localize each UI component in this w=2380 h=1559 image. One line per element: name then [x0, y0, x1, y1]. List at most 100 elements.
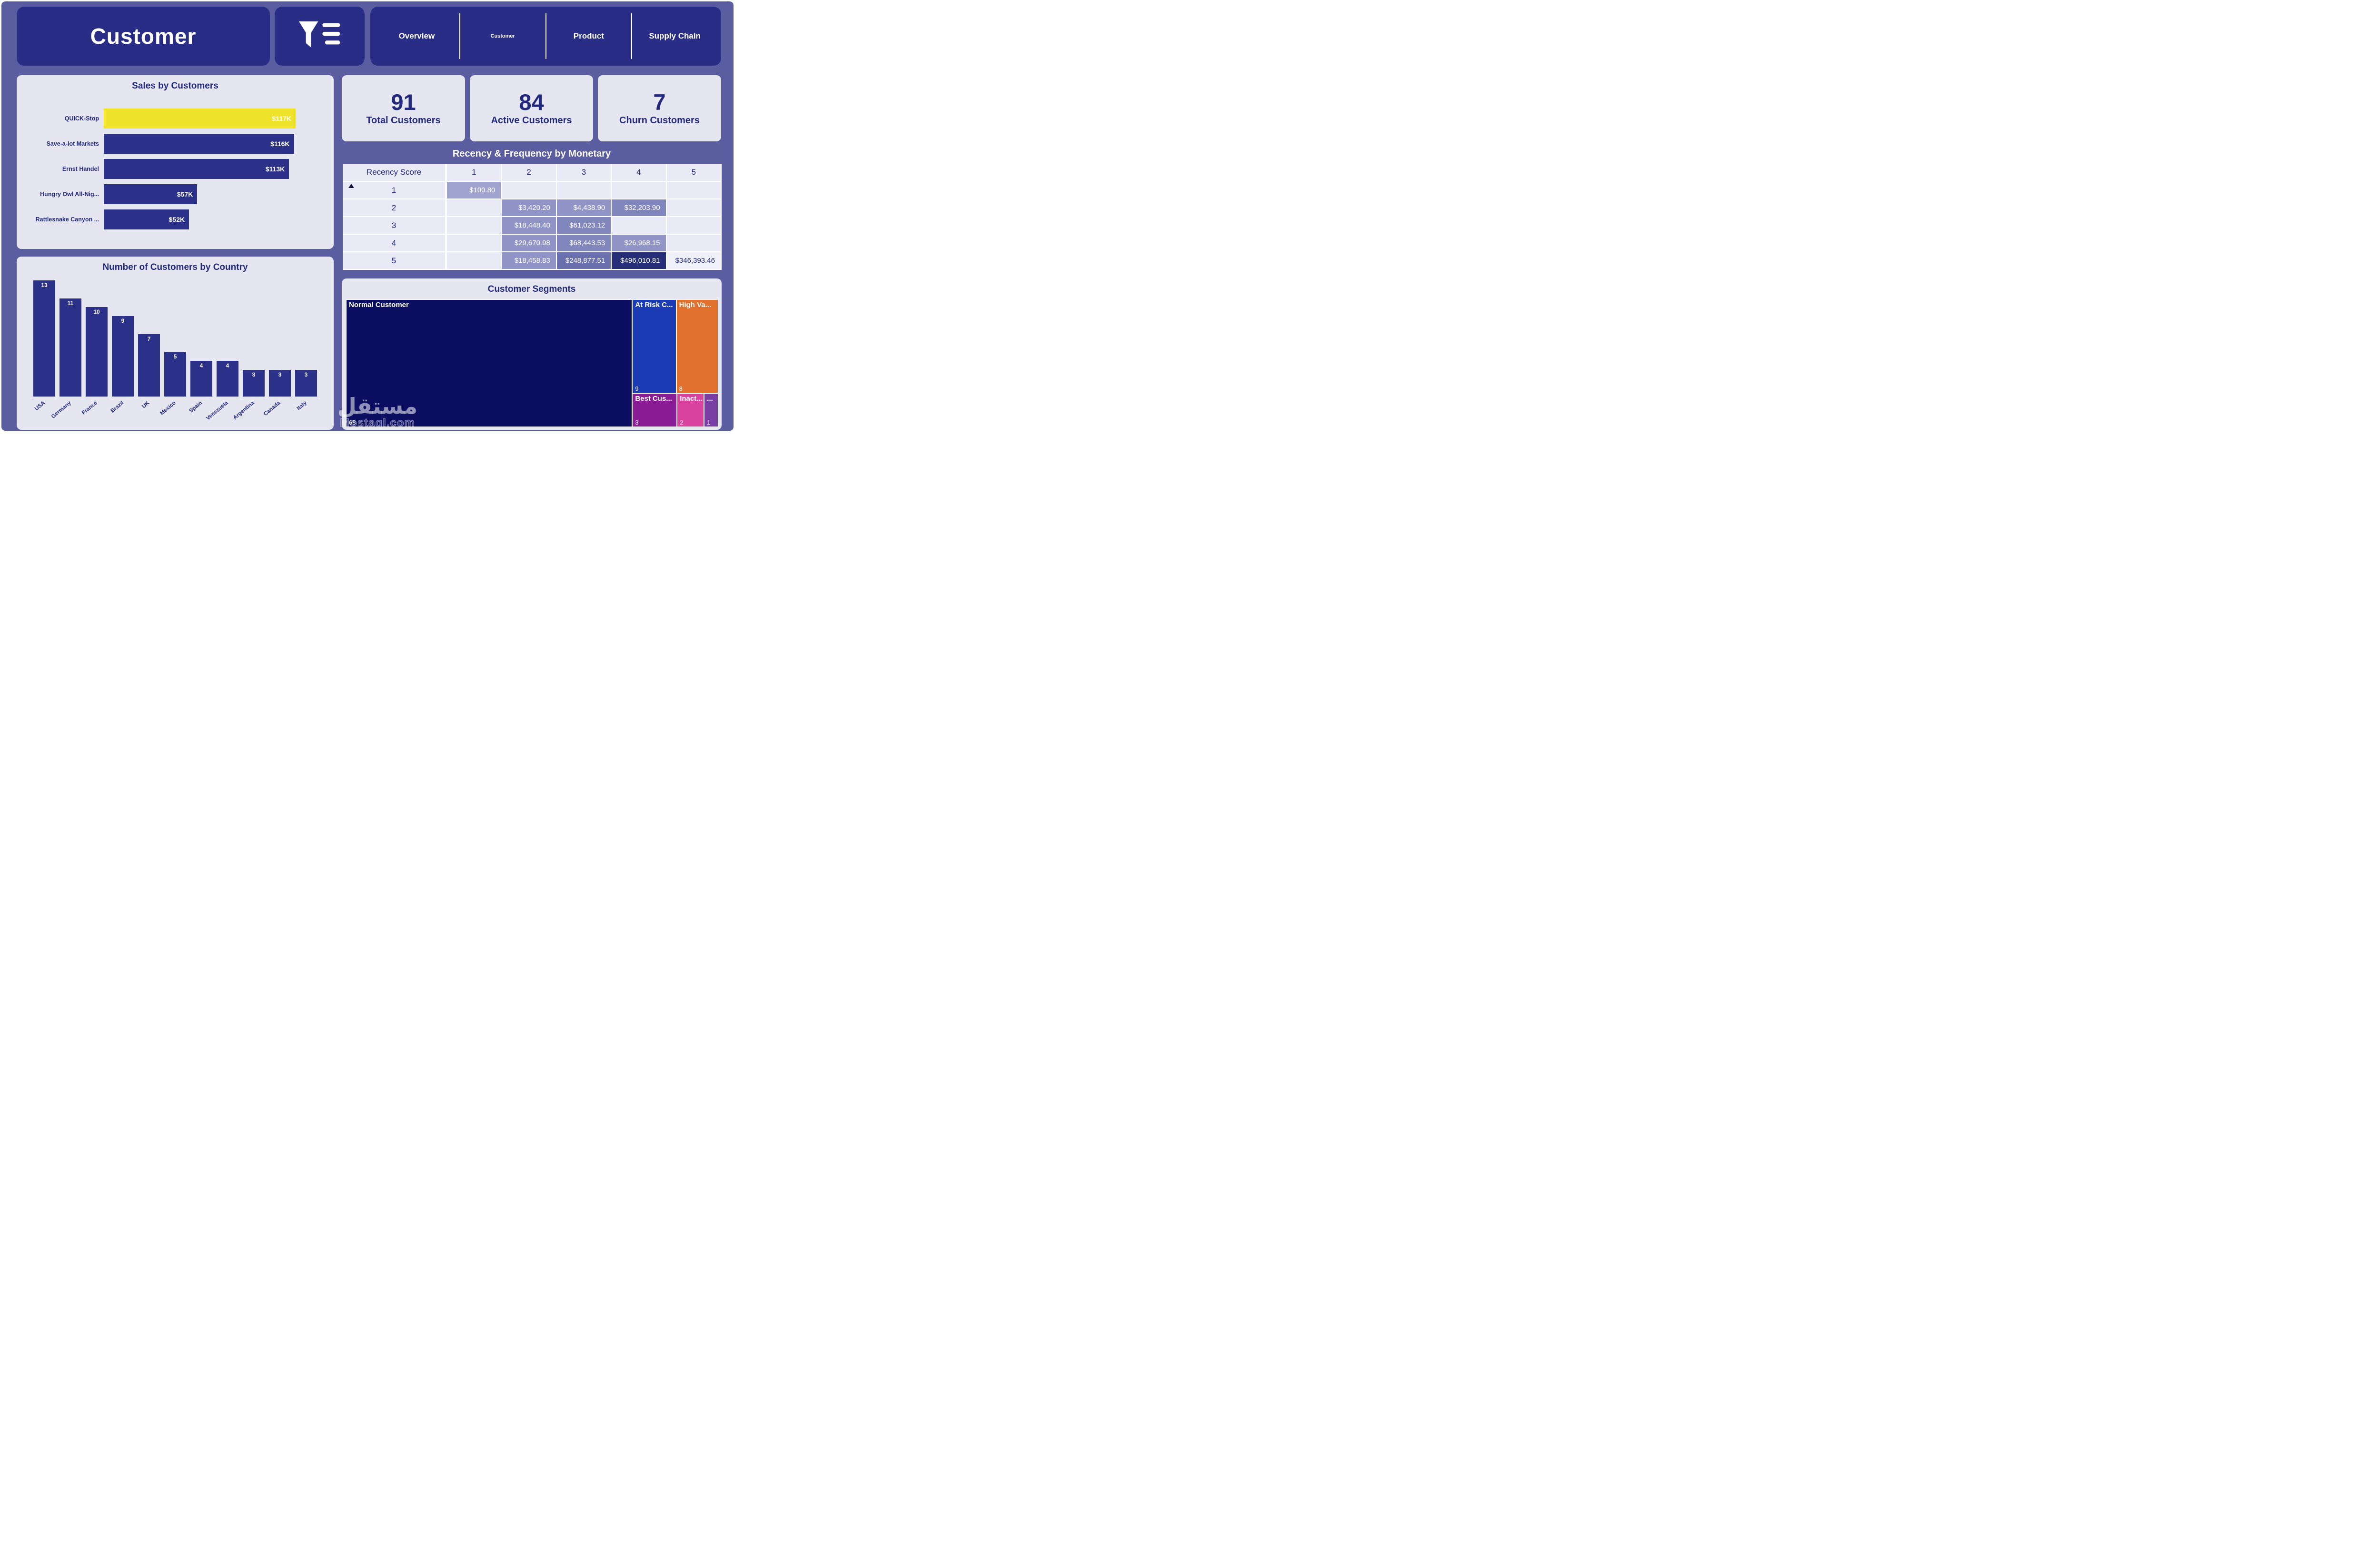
nav-tab-product[interactable]: Product — [573, 31, 604, 40]
matrix-cell — [666, 199, 722, 217]
country-bar[interactable]: 5 — [164, 352, 186, 397]
segments-panel-title: Customer Segments — [487, 284, 576, 294]
segment-label: Inact... — [680, 394, 703, 403]
sales-bar-row: Ernst Handel $113K — [17, 159, 296, 179]
sales-bar[interactable]: $57K — [104, 184, 198, 204]
matrix-cell[interactable]: $26,968.15 — [612, 235, 667, 252]
kpi-label: Total Customers — [366, 115, 441, 126]
matrix-cell — [447, 199, 502, 217]
treemap-segment[interactable]: At Risk C... 9 — [632, 299, 676, 393]
matrix-cell[interactable]: $248,877.51 — [556, 252, 612, 270]
segment-value: 1 — [707, 418, 711, 426]
filter-icon — [298, 21, 340, 48]
matrix-cell[interactable]: $496,010.81 — [612, 252, 667, 270]
matrix-row-label[interactable]: 2 — [343, 199, 447, 217]
country-bar[interactable]: 10 — [86, 307, 108, 397]
segment-label: Best Cus... — [635, 394, 672, 403]
nav-tab-customer[interactable]: Customer — [490, 33, 515, 39]
country-bar[interactable]: 3 — [295, 370, 317, 397]
axis-label: Italy — [296, 400, 308, 412]
category-label: Save-a-lot Markets — [46, 140, 99, 147]
kpi-active-customers: 84 Active Customers — [470, 75, 593, 141]
matrix-cell[interactable]: $61,023.12 — [556, 217, 612, 235]
matrix-cell — [502, 182, 557, 199]
sales-bar[interactable]: $117K — [104, 109, 296, 129]
value-label: 4 — [226, 362, 229, 369]
axis-label: Venezuela — [205, 400, 229, 422]
treemap-segment[interactable]: High Va... 8 — [676, 299, 718, 393]
matrix-row-label[interactable]: 5 — [343, 252, 447, 270]
matrix-cell — [612, 182, 667, 199]
country-bar[interactable]: 4 — [190, 361, 212, 397]
country-bar[interactable]: 3 — [243, 370, 265, 397]
treemap-segment[interactable]: ... 1 — [704, 393, 718, 427]
filter-button[interactable] — [275, 7, 365, 66]
matrix-cell[interactable]: $100.80 — [447, 182, 502, 199]
matrix-cell[interactable]: $68,443.53 — [556, 235, 612, 252]
nav-tab-overview[interactable]: Overview — [398, 31, 435, 40]
axis-label: Canada — [263, 400, 282, 417]
sort-ascending-icon[interactable] — [348, 184, 354, 188]
value-label: 13 — [41, 282, 48, 288]
dashboard-page: Customer Overview Customer Product Supply C… — [0, 0, 735, 441]
matrix-cell[interactable]: $29,670.98 — [502, 235, 557, 252]
customer-segments-panel: Customer Segments Normal Customer 68 At Ri… — [342, 278, 722, 430]
country-bar[interactable]: 3 — [269, 370, 291, 397]
sales-bar-row: Rattlesnake Canyon ... $52K — [17, 209, 296, 229]
segment-value: 9 — [635, 385, 639, 392]
matrix-col-header[interactable]: 1 — [447, 164, 502, 182]
value-label: 10 — [93, 308, 100, 315]
country-panel-title: Number of Customers by Country — [102, 262, 248, 272]
matrix-col-header[interactable]: 5 — [666, 164, 722, 182]
country-bar[interactable]: 13 — [33, 280, 55, 397]
matrix-cell — [666, 182, 722, 199]
country-bar-column: 3 Italy — [295, 278, 317, 411]
matrix-cell[interactable]: $18,448.40 — [502, 217, 557, 235]
treemap-segment[interactable]: Normal Customer 68 — [346, 299, 633, 427]
segment-value: 3 — [635, 418, 639, 426]
matrix-cell — [447, 217, 502, 235]
matrix-title: Recency & Frequency by Monetary — [452, 149, 611, 159]
matrix-cell[interactable]: $3,420.20 — [502, 199, 557, 217]
matrix-row-label[interactable]: 1 — [343, 182, 447, 199]
nav-tab-supply-chain[interactable]: Supply Chain — [649, 31, 701, 40]
axis-label: UK — [141, 400, 151, 410]
axis-label: Argentina — [232, 400, 256, 421]
matrix-cell[interactable]: $4,438.90 — [556, 199, 612, 217]
sales-bar[interactable]: $113K — [104, 159, 289, 179]
bar-track: $117K — [104, 109, 296, 129]
matrix-col-header[interactable]: 4 — [612, 164, 667, 182]
country-bar-column: 3 Canada — [263, 278, 291, 417]
matrix-cell[interactable]: $18,458.83 — [502, 252, 557, 270]
axis-label: Germany — [50, 400, 72, 420]
sales-bar[interactable]: $116K — [104, 134, 294, 154]
matrix-row-label[interactable]: 3 — [343, 217, 447, 235]
country-bar[interactable]: 11 — [60, 298, 81, 397]
matrix-col-header[interactable]: 2 — [502, 164, 557, 182]
sales-bar[interactable]: $52K — [104, 209, 189, 229]
segment-label: Normal Customer — [349, 301, 409, 309]
matrix-col-header[interactable]: 3 — [556, 164, 612, 182]
value-label: 5 — [173, 353, 177, 360]
country-bar[interactable]: 9 — [112, 316, 134, 397]
treemap-segment[interactable]: Best Cus... 3 — [632, 393, 677, 427]
recency-frequency-matrix-section: Recency & Frequency by Monetary Recency … — [342, 146, 722, 274]
axis-label: Spain — [188, 400, 203, 414]
country-bar-column: 13 USA — [33, 278, 55, 412]
value-label: $57K — [177, 190, 193, 198]
country-bar-chart: 13 USA 11 Germany 10 France 9 Brazil 7 UK 5 Mexico 4… — [26, 278, 324, 421]
axis-label: USA — [33, 400, 46, 412]
country-bar-column: 9 Brazil — [109, 278, 134, 414]
category-label: Ernst Handel — [62, 165, 99, 172]
matrix-row-label[interactable]: 4 — [343, 235, 447, 252]
country-bar[interactable]: 4 — [217, 361, 238, 397]
country-bar[interactable]: 7 — [138, 334, 160, 397]
value-label: 3 — [304, 371, 308, 378]
bar-track: $57K — [104, 184, 296, 204]
sales-bar-row: QUICK-Stop $117K — [17, 109, 296, 129]
sales-bar-row: Hungry Owl All-Nig... $57K — [17, 184, 296, 204]
treemap-segment[interactable]: Inact... 2 — [677, 393, 704, 427]
matrix-cell[interactable]: $346,393.46 — [666, 252, 722, 270]
axis-label: Brazil — [109, 400, 125, 414]
matrix-cell[interactable]: $32,203.90 — [612, 199, 667, 217]
